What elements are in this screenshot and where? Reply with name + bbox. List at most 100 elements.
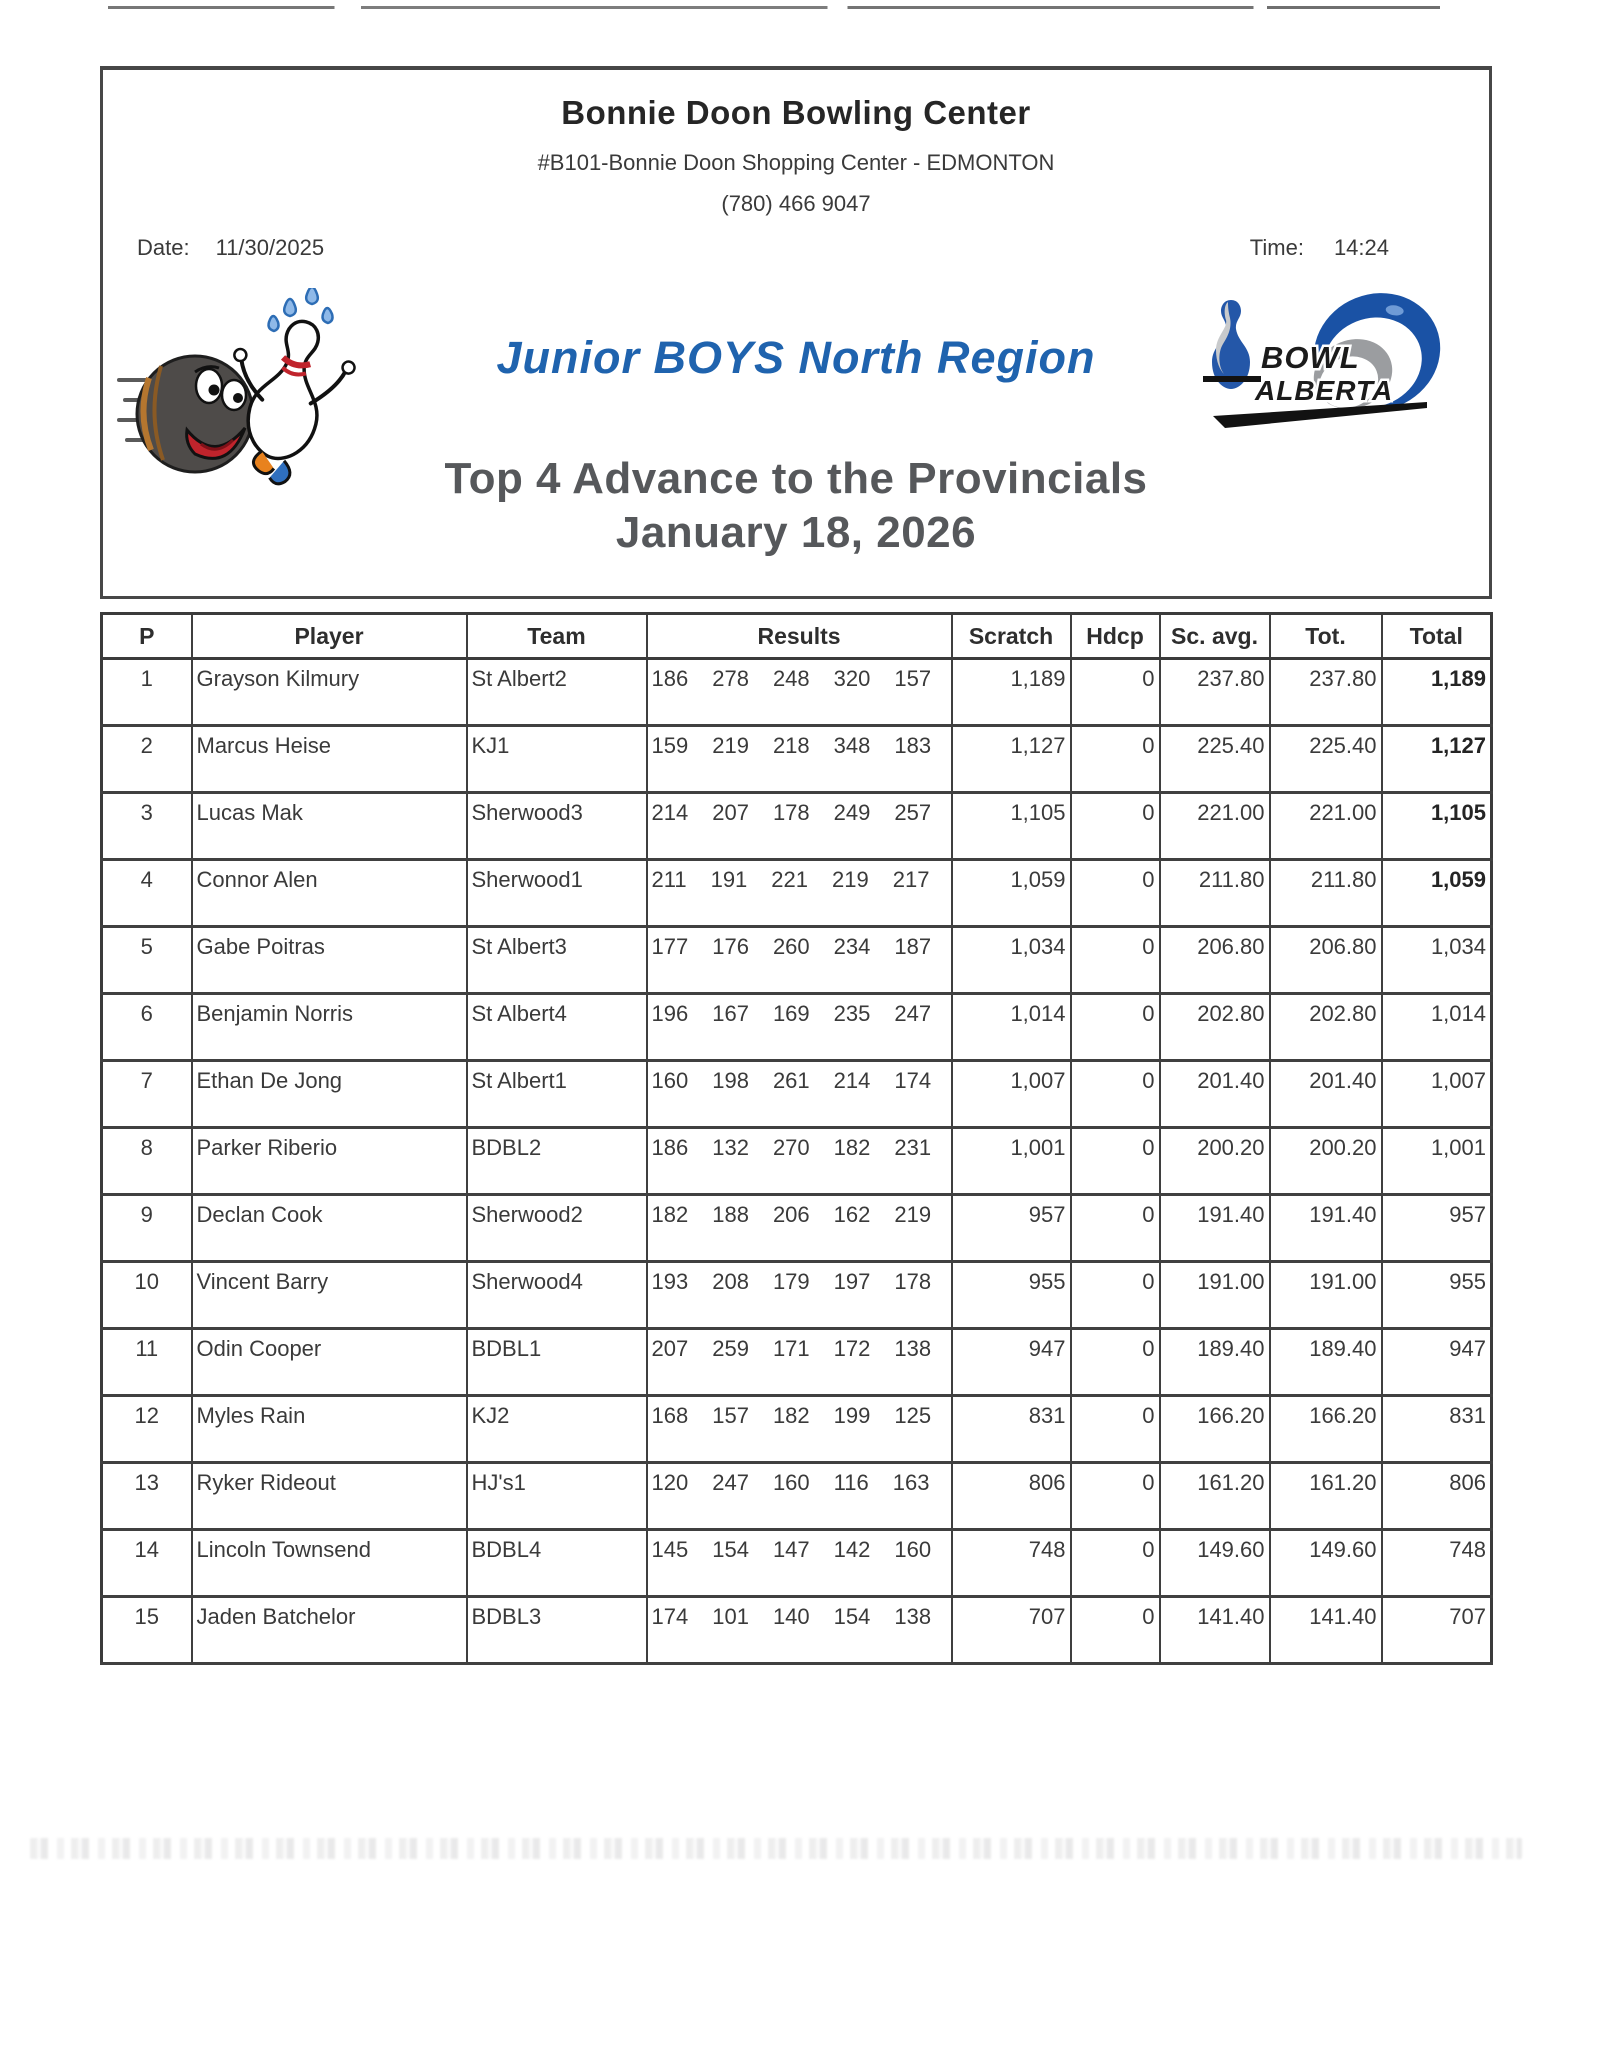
game-score: 125 — [894, 1403, 932, 1428]
cell-team: BDBL4 — [465, 1528, 648, 1598]
game-score: 191 — [710, 867, 748, 892]
cell-scratch: 831 — [950, 1394, 1072, 1464]
cell-player: Jaden Batchelor — [190, 1595, 468, 1665]
logo-text-alberta: ALBERTA — [1254, 375, 1393, 406]
game-score: 186 — [651, 1135, 689, 1160]
game-score: 278 — [712, 666, 749, 691]
cell-scratch: 955 — [950, 1260, 1072, 1330]
game-score: 235 — [833, 1001, 871, 1026]
game-score: 218 — [772, 733, 810, 758]
cell-scratch: 748 — [950, 1528, 1072, 1598]
cell-total: 1,059 — [1380, 858, 1493, 928]
time-label: Time: — [1249, 235, 1304, 260]
table-row: 6 Benjamin Norris St Albert4 196 167 169 235 24… — [100, 992, 1493, 1062]
cell-team: BDBL1 — [465, 1327, 648, 1397]
bowl-alberta-logo: BOWL ALBERTA — [1203, 293, 1441, 428]
game-score: 160 — [772, 1470, 810, 1495]
cell-sc-avg: 189.40 — [1158, 1327, 1271, 1397]
game-score: 116 — [833, 1470, 869, 1495]
cell-total: 806 — [1380, 1461, 1493, 1531]
cell-scratch: 957 — [950, 1193, 1072, 1263]
cell-tot: 200.20 — [1268, 1126, 1383, 1196]
table-row: 2 Marcus Heise KJ1 159 219 218 348 183 1,127 0 225… — [100, 724, 1493, 794]
game-score: 219 — [894, 1202, 932, 1227]
cell-position: 12 — [100, 1394, 193, 1464]
cell-sc-avg: 237.80 — [1158, 657, 1271, 727]
date-label: Date: — [137, 235, 190, 260]
cell-scratch: 1,034 — [950, 925, 1072, 995]
event-title: Junior BOYS North Region — [496, 332, 1096, 383]
cell-sc-avg: 202.80 — [1158, 992, 1271, 1062]
cell-scratch: 1,105 — [950, 791, 1072, 861]
game-score: 140 — [772, 1604, 810, 1629]
game-score: 171 — [772, 1336, 810, 1361]
bowling-ball-character — [135, 354, 255, 474]
cell-tot: 191.00 — [1268, 1260, 1383, 1330]
cell-tot: 189.40 — [1268, 1327, 1383, 1397]
cell-tot: 225.40 — [1268, 724, 1383, 794]
cell-team: St Albert3 — [465, 925, 648, 995]
game-score: 219 — [832, 867, 869, 892]
col-header-hdcp: Hdcp — [1069, 612, 1161, 660]
cell-tot: 161.20 — [1268, 1461, 1383, 1531]
game-score: 172 — [833, 1336, 871, 1361]
cell-player: Grayson Kilmury — [190, 657, 468, 727]
col-header-scratch: Scratch — [950, 612, 1072, 660]
cell-results: 196 167 169 235 247 — [645, 992, 953, 1062]
cell-player: Declan Cook — [190, 1193, 468, 1263]
cell-results: 120 247 160 116 163 — [645, 1461, 953, 1531]
game-score: 270 — [772, 1135, 810, 1160]
cell-tot: 149.60 — [1268, 1528, 1383, 1598]
game-score: 182 — [772, 1403, 810, 1428]
cell-results: 193 208 179 197 178 — [645, 1260, 953, 1330]
cell-hdcp: 0 — [1069, 791, 1161, 861]
cell-position: 8 — [100, 1126, 193, 1196]
table-row: 3 Lucas Mak Sherwood3 214 207 178 249 257 1,105 0… — [100, 791, 1493, 861]
game-score: 179 — [772, 1269, 810, 1294]
cell-results: 177 176 260 234 187 — [645, 925, 953, 995]
cell-tot: 141.40 — [1268, 1595, 1383, 1665]
game-score: 197 — [833, 1269, 871, 1294]
cell-team: HJ's1 — [465, 1461, 648, 1531]
game-score: 206 — [772, 1202, 810, 1227]
game-score: 214 — [651, 800, 689, 825]
cell-hdcp: 0 — [1069, 1193, 1161, 1263]
cell-team: Sherwood3 — [465, 791, 648, 861]
game-score: 160 — [894, 1537, 932, 1562]
facility-address: #B101-Bonnie Doon Shopping Center - EDMO… — [537, 150, 1055, 175]
cell-results: 145 154 147 142 160 — [645, 1528, 953, 1598]
cell-sc-avg: 191.00 — [1158, 1260, 1271, 1330]
header-box: Bonnie Doon Bowling Center #B101-Bonnie … — [100, 66, 1492, 599]
cell-tot: 211.80 — [1268, 858, 1383, 928]
game-score: 167 — [712, 1001, 749, 1026]
game-score: 198 — [712, 1068, 749, 1093]
game-score: 142 — [833, 1537, 871, 1562]
cell-hdcp: 0 — [1069, 1126, 1161, 1196]
scan-artifact-ghost-text — [30, 1838, 1522, 1859]
cell-total: 1,189 — [1380, 657, 1493, 727]
cell-hdcp: 0 — [1069, 1260, 1161, 1330]
cell-player: Gabe Poitras — [190, 925, 468, 995]
cell-hdcp: 0 — [1069, 1528, 1161, 1598]
announcement-line1: Top 4 Advance to the Provincials — [444, 454, 1148, 503]
game-score: 214 — [833, 1068, 871, 1093]
game-score: 120 — [651, 1470, 689, 1495]
cell-team: BDBL2 — [465, 1126, 648, 1196]
game-score: 221 — [771, 867, 809, 892]
col-header-results: Results — [645, 612, 953, 660]
cell-sc-avg: 161.20 — [1158, 1461, 1271, 1531]
game-score: 247 — [894, 1001, 932, 1026]
cell-hdcp: 0 — [1069, 724, 1161, 794]
cell-hdcp: 0 — [1069, 858, 1161, 928]
announcement-line2: January 18, 2026 — [615, 508, 977, 557]
cell-sc-avg: 141.40 — [1158, 1595, 1271, 1665]
game-score: 260 — [772, 934, 810, 959]
table-row: 15 Jaden Batchelor BDBL3 174 101 140 154 138 707… — [100, 1595, 1493, 1665]
facility-name: Bonnie Doon Bowling Center — [561, 94, 1031, 131]
game-score: 217 — [892, 867, 930, 892]
print-time: Time: 14:24 — [1250, 235, 1389, 261]
game-score: 211 — [651, 867, 687, 892]
game-score: 178 — [894, 1269, 932, 1294]
cell-total: 955 — [1380, 1260, 1493, 1330]
cell-total: 947 — [1380, 1327, 1493, 1397]
